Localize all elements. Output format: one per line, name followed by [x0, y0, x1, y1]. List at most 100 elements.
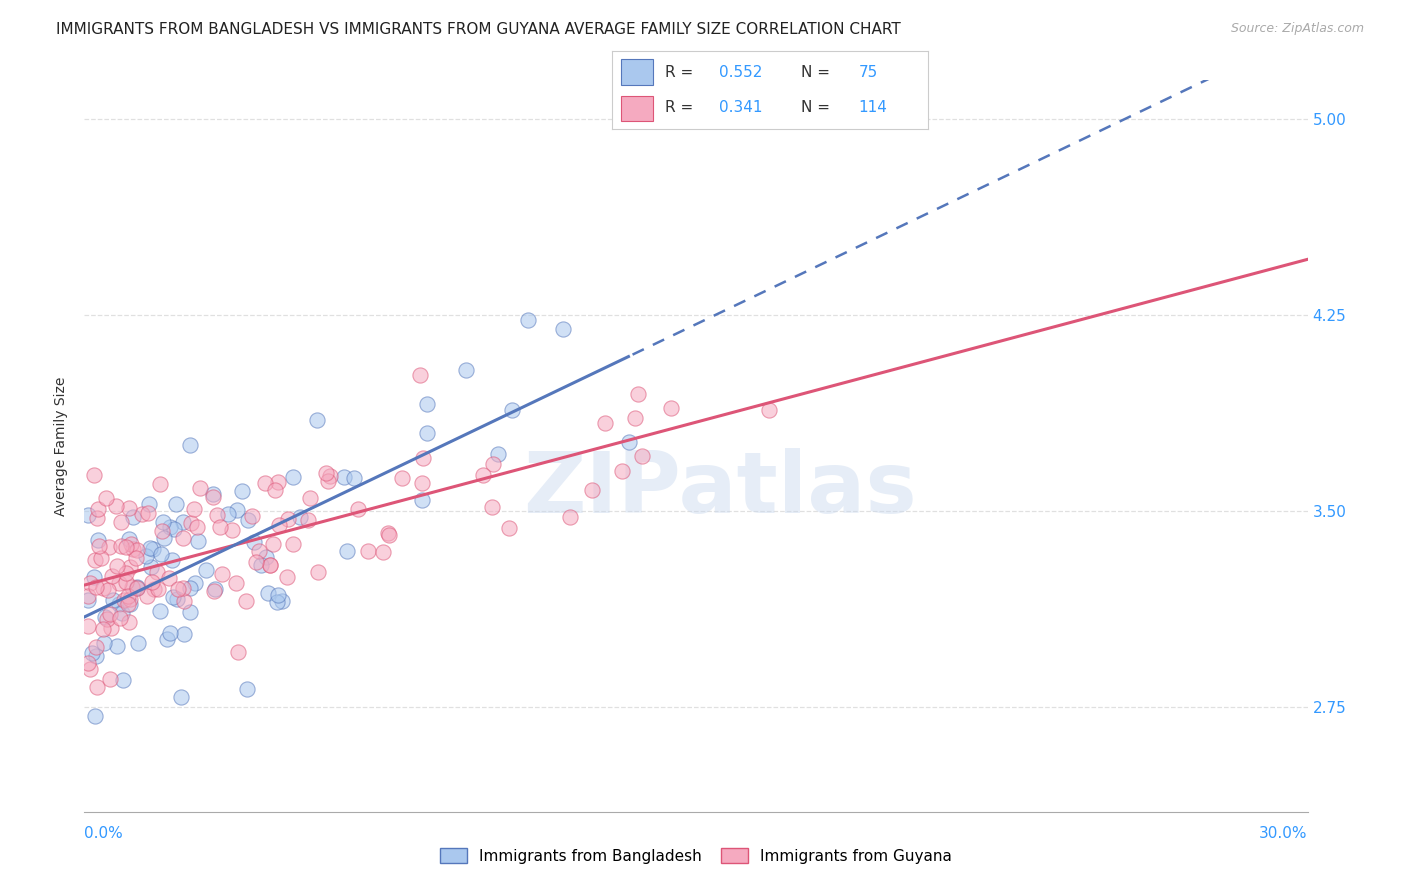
- Point: [371, 544, 394, 558]
- Point: [117, 615, 139, 629]
- Point: [221, 524, 243, 538]
- Point: [77, 619, 100, 633]
- Text: 75: 75: [858, 65, 877, 80]
- Point: [202, 583, 225, 598]
- Point: [120, 560, 142, 574]
- Point: [97, 583, 120, 598]
- Point: [120, 592, 142, 607]
- Point: [190, 481, 212, 495]
- Point: [254, 550, 277, 565]
- Point: [307, 565, 329, 579]
- Point: [114, 566, 136, 580]
- Y-axis label: Average Family Size: Average Family Size: [55, 376, 69, 516]
- Point: [266, 588, 288, 602]
- Point: [297, 513, 319, 527]
- Point: [267, 518, 290, 533]
- Point: [173, 594, 195, 608]
- Point: [120, 598, 142, 612]
- Point: [101, 592, 124, 607]
- Point: [117, 597, 139, 611]
- Point: [253, 475, 276, 490]
- Point: [77, 656, 100, 670]
- Point: [391, 470, 413, 484]
- Point: [238, 513, 260, 527]
- Text: Source: ZipAtlas.com: Source: ZipAtlas.com: [1230, 22, 1364, 36]
- Point: [121, 510, 143, 524]
- Point: [162, 590, 184, 604]
- Point: [150, 524, 173, 539]
- Point: [114, 592, 136, 607]
- Point: [135, 549, 157, 563]
- Point: [83, 468, 105, 483]
- Point: [105, 640, 128, 654]
- Point: [758, 403, 780, 417]
- Point: [247, 544, 270, 558]
- Point: [100, 569, 122, 583]
- Point: [186, 520, 208, 534]
- Point: [118, 533, 141, 547]
- Point: [127, 635, 149, 649]
- Point: [156, 632, 179, 646]
- Point: [117, 500, 139, 515]
- Point: [77, 508, 100, 523]
- Point: [111, 673, 134, 687]
- Point: [409, 368, 432, 383]
- Point: [115, 575, 138, 590]
- Point: [87, 501, 110, 516]
- Point: [357, 543, 380, 558]
- Point: [283, 470, 305, 484]
- Point: [259, 558, 281, 572]
- Point: [581, 483, 603, 498]
- Point: [97, 541, 120, 555]
- Point: [617, 434, 640, 449]
- Point: [271, 594, 294, 608]
- Point: [486, 447, 509, 461]
- Point: [342, 471, 364, 485]
- Point: [267, 475, 290, 489]
- Point: [333, 469, 356, 483]
- Point: [204, 582, 226, 596]
- Point: [138, 497, 160, 511]
- Point: [211, 567, 233, 582]
- Point: [456, 363, 478, 377]
- Point: [149, 547, 172, 561]
- Point: [143, 582, 166, 596]
- Point: [172, 515, 194, 529]
- Point: [84, 640, 107, 654]
- Point: [127, 543, 149, 558]
- Point: [235, 593, 257, 607]
- Point: [276, 512, 298, 526]
- Point: [139, 541, 162, 556]
- Point: [627, 386, 650, 401]
- Point: [167, 582, 190, 596]
- Point: [201, 487, 224, 501]
- Point: [245, 555, 267, 569]
- Point: [107, 597, 129, 611]
- Point: [98, 672, 121, 686]
- Point: [481, 500, 503, 514]
- Point: [87, 533, 110, 547]
- Point: [77, 590, 100, 604]
- Point: [346, 501, 368, 516]
- Point: [139, 559, 162, 574]
- Point: [115, 540, 138, 554]
- Point: [336, 544, 359, 558]
- Text: 0.0%: 0.0%: [84, 826, 124, 841]
- Point: [104, 499, 127, 513]
- Point: [84, 708, 107, 723]
- Point: [105, 558, 128, 573]
- Point: [183, 502, 205, 516]
- Point: [226, 503, 249, 517]
- Point: [194, 563, 217, 577]
- Point: [631, 449, 654, 463]
- Point: [84, 580, 107, 594]
- Point: [148, 582, 170, 596]
- Point: [551, 322, 574, 336]
- Point: [94, 609, 117, 624]
- Point: [249, 558, 271, 572]
- Point: [93, 635, 115, 649]
- Text: 114: 114: [858, 100, 887, 115]
- Point: [202, 490, 225, 504]
- Point: [108, 611, 131, 625]
- Point: [160, 553, 183, 567]
